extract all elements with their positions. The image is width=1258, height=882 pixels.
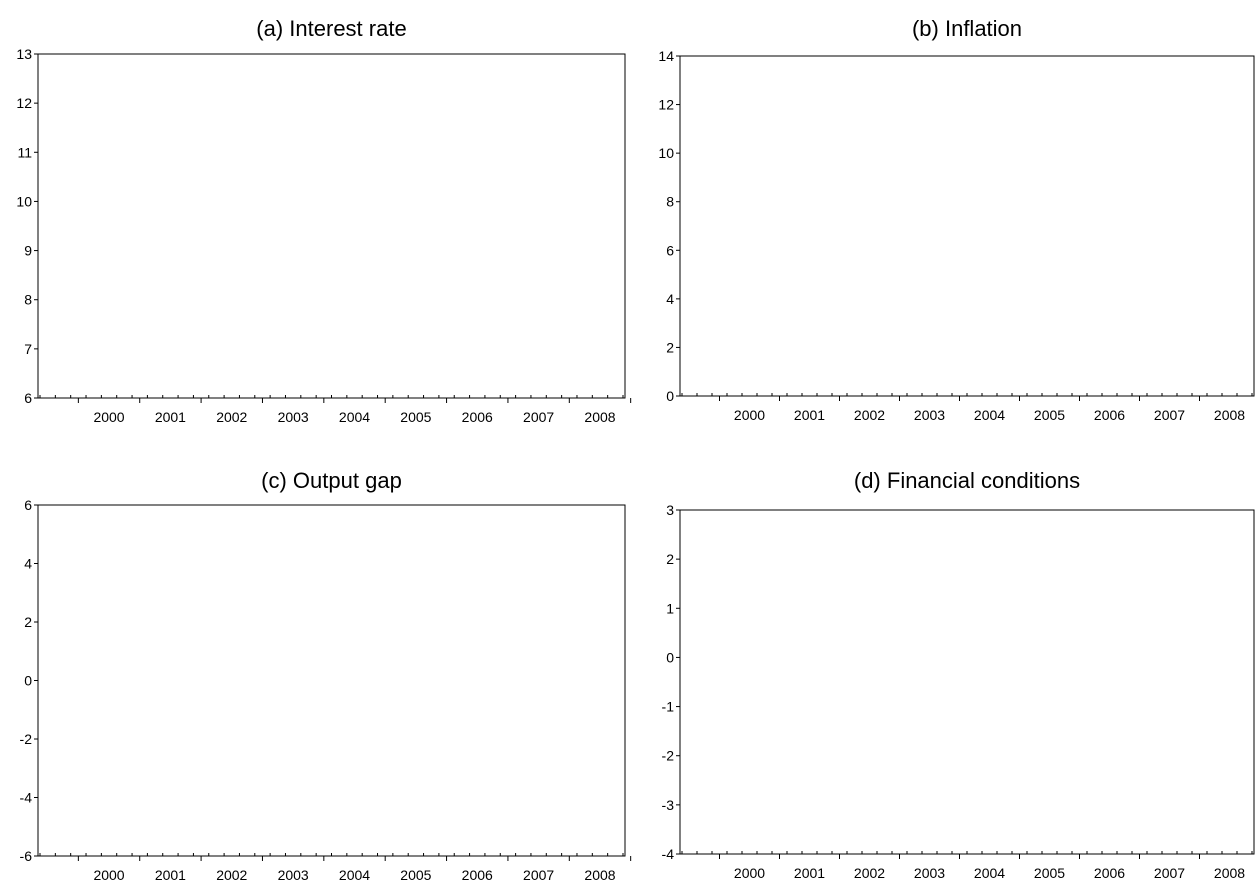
x-tick-label-output-gap: 2005: [400, 867, 431, 882]
chart-title-inflation: (b) Inflation: [912, 16, 1022, 41]
y-tick-label-interest-rate: 12: [16, 95, 32, 111]
x-tick-label-interest-rate: 2002: [216, 409, 247, 425]
chart-title-interest-rate: (a) Interest rate: [256, 16, 406, 41]
x-tick-label-inflation: 2004: [974, 407, 1005, 423]
y-tick-label-output-gap: -4: [20, 790, 33, 806]
y-tick-label-inflation: 4: [666, 291, 674, 307]
x-tick-label-interest-rate: 2003: [278, 409, 309, 425]
y-tick-label-financial-conditions: -2: [662, 748, 675, 764]
x-tick-label-interest-rate: 2001: [155, 409, 186, 425]
y-tick-label-financial-conditions: 3: [666, 502, 674, 518]
y-tick-label-financial-conditions: 1: [666, 600, 674, 616]
x-tick-label-output-gap: 2004: [339, 867, 370, 882]
y-tick-label-interest-rate: 9: [24, 243, 32, 259]
y-tick-label-interest-rate: 7: [24, 341, 32, 357]
y-tick-label-output-gap: -6: [20, 848, 33, 864]
y-tick-label-inflation: 14: [658, 48, 674, 64]
x-tick-label-output-gap: 2003: [278, 867, 309, 882]
y-tick-label-financial-conditions: -3: [662, 797, 675, 813]
x-tick-label-inflation: 2001: [794, 407, 825, 423]
plot-frame-output-gap: [37, 504, 626, 857]
x-tick-label-output-gap: 2002: [216, 867, 247, 882]
y-tick-label-inflation: 2: [666, 339, 674, 355]
x-tick-label-financial-conditions: 2006: [1094, 865, 1125, 881]
x-tick-label-financial-conditions: 2001: [794, 865, 825, 881]
x-tick-label-output-gap: 2006: [462, 867, 493, 882]
plot-frame-interest-rate: [37, 53, 626, 399]
y-tick-label-financial-conditions: 2: [666, 551, 674, 567]
y-tick-label-output-gap: 6: [24, 497, 32, 513]
x-tick-label-interest-rate: 2004: [339, 409, 370, 425]
x-tick-label-financial-conditions: 2000: [734, 865, 765, 881]
x-tick-label-output-gap: 2001: [155, 867, 186, 882]
y-tick-label-interest-rate: 10: [16, 193, 32, 209]
x-tick-label-financial-conditions: 2008: [1214, 865, 1245, 881]
chart-output-gap: (c) Output gap -6 -4 -2 0 2 4 6 2000 2001 2002 2003…: [20, 468, 632, 882]
x-tick-label-financial-conditions: 2003: [914, 865, 945, 881]
y-tick-label-interest-rate: 6: [24, 390, 32, 406]
x-tick-label-interest-rate: 2006: [462, 409, 493, 425]
y-tick-label-inflation: 8: [666, 194, 674, 210]
y-tick-label-output-gap: 2: [24, 614, 32, 630]
chart-title-output-gap: (c) Output gap: [261, 468, 402, 493]
x-tick-label-inflation: 2003: [914, 407, 945, 423]
y-tick-label-inflation: 6: [666, 242, 674, 258]
y-tick-label-inflation: 10: [658, 145, 674, 161]
x-tick-label-financial-conditions: 2002: [854, 865, 885, 881]
y-tick-label-financial-conditions: -1: [662, 699, 675, 715]
x-tick-label-interest-rate: 2000: [93, 409, 124, 425]
x-tick-label-inflation: 2008: [1214, 407, 1245, 423]
y-tick-label-financial-conditions: -4: [662, 846, 675, 862]
chart-financial-conditions: (d) Financial conditions -4 -3 -2 -1 0 1 2 3 2000…: [662, 468, 1255, 881]
plot-frame-financial-conditions: [679, 509, 1255, 855]
y-tick-label-inflation: 0: [666, 388, 674, 404]
y-tick-label-inflation: 12: [658, 97, 674, 113]
x-tick-label-interest-rate: 2005: [400, 409, 431, 425]
x-tick-label-inflation: 2007: [1154, 407, 1185, 423]
x-tick-label-financial-conditions: 2004: [974, 865, 1005, 881]
plot-frame-inflation: [679, 55, 1255, 397]
x-tick-label-financial-conditions: 2007: [1154, 865, 1185, 881]
x-tick-label-inflation: 2006: [1094, 407, 1125, 423]
x-tick-label-inflation: 2002: [854, 407, 885, 423]
y-tick-label-output-gap: 0: [24, 673, 32, 689]
chart-title-financial-conditions: (d) Financial conditions: [854, 468, 1080, 493]
x-tick-label-output-gap: 2008: [584, 867, 615, 882]
chart-inflation: (b) Inflation 0 2 4 6 8 10 12 14 2000 2001 2002 2003…: [658, 16, 1255, 423]
y-tick-label-output-gap: 4: [24, 556, 32, 572]
y-tick-label-interest-rate: 13: [16, 46, 32, 62]
chart-interest-rate: (a) Interest rate 6 7 8 9 10 11 12 13 2000 2001 200…: [16, 16, 632, 425]
y-tick-label-financial-conditions: 0: [666, 649, 674, 665]
x-tick-label-financial-conditions: 2005: [1034, 865, 1065, 881]
y-tick-label-interest-rate: 11: [17, 144, 32, 160]
x-tick-label-output-gap: 2007: [523, 867, 554, 882]
x-tick-label-interest-rate: 2008: [584, 409, 615, 425]
x-tick-label-interest-rate: 2007: [523, 409, 554, 425]
y-tick-label-interest-rate: 8: [24, 292, 32, 308]
x-tick-label-inflation: 2005: [1034, 407, 1065, 423]
x-tick-label-output-gap: 2000: [93, 867, 124, 882]
x-tick-label-inflation: 2000: [734, 407, 765, 423]
y-tick-label-output-gap: -2: [20, 731, 33, 747]
